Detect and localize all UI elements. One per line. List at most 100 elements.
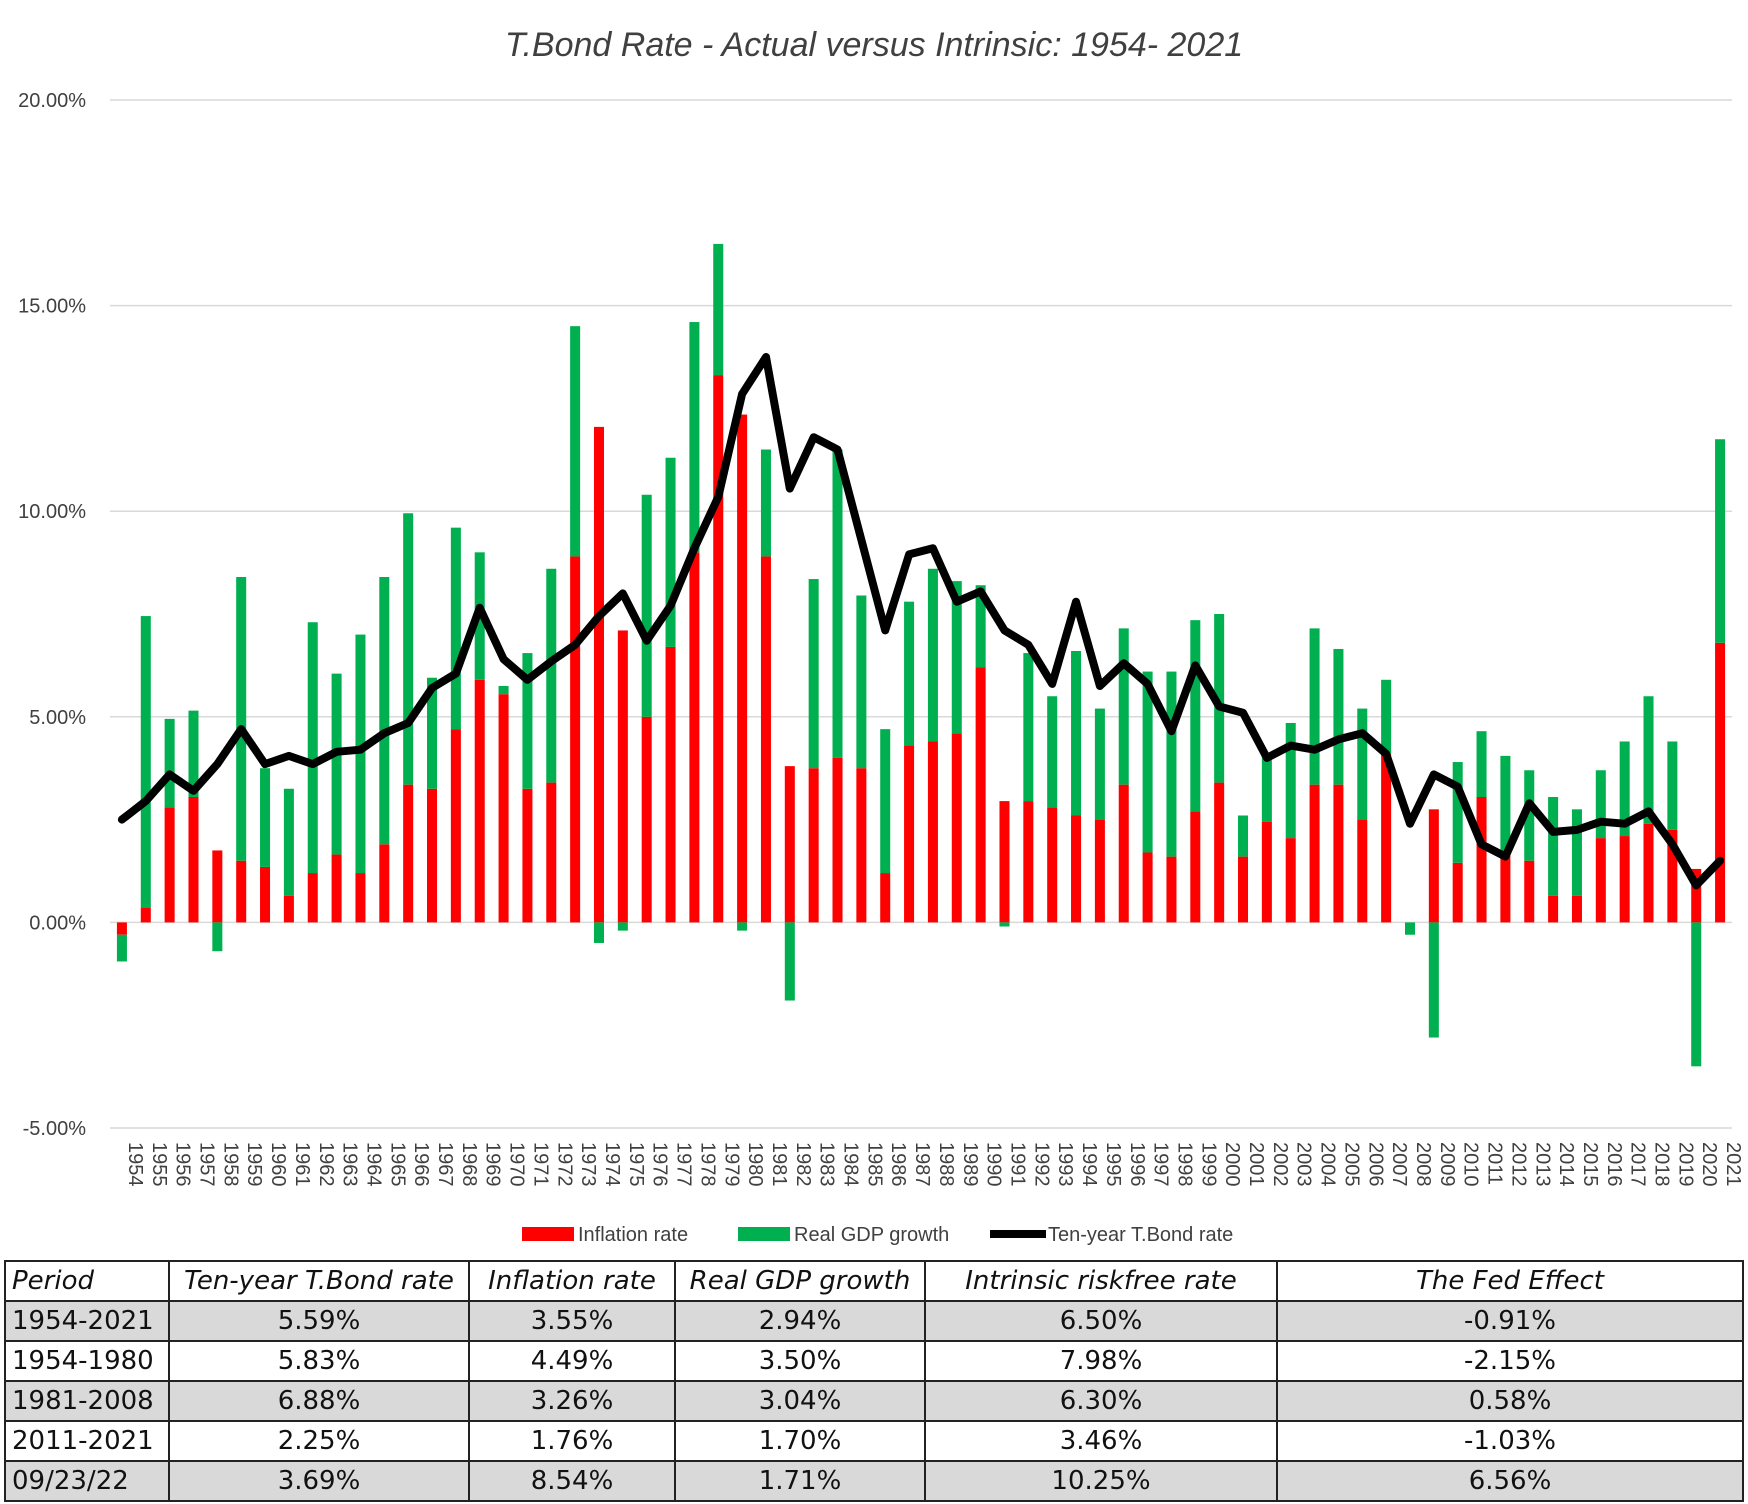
- bond-rate-point: [740, 392, 745, 397]
- bond-rate-point: [763, 355, 768, 359]
- inflation-bar: [1500, 852, 1511, 923]
- gdp-bar: [427, 677, 438, 789]
- gdp-bar: [760, 449, 771, 557]
- cell-period: 09/23/22: [4, 1460, 170, 1502]
- cell-fed-effect: -1.03%: [1276, 1420, 1744, 1462]
- x-tick-label: 1991: [1006, 1142, 1028, 1187]
- cell-inflation: 4.49%: [468, 1340, 676, 1382]
- x-tick-label: 1971: [529, 1142, 551, 1187]
- inflation-bar: [474, 679, 485, 923]
- bond-rate-point: [954, 599, 959, 604]
- inflation-bar: [283, 895, 294, 923]
- inflation-bar: [498, 694, 509, 923]
- inflation-bar: [1452, 862, 1463, 923]
- x-tick-label: 1954: [124, 1142, 146, 1187]
- y-tick-label: 20.00%: [18, 90, 86, 112]
- bond-rate-line: [117, 353, 1725, 890]
- cell-real-gdp: 3.04%: [674, 1380, 926, 1422]
- bond-rate-point: [167, 772, 172, 777]
- inflation-bar: [1476, 796, 1487, 923]
- cell-inflation: 3.26%: [468, 1380, 676, 1422]
- x-tick-label: 1990: [983, 1142, 1005, 1187]
- gdp-bar: [641, 494, 652, 717]
- bond-rate-point: [1574, 827, 1579, 832]
- header-fed-effect: The Fed Effect: [1276, 1260, 1744, 1302]
- x-tick-label: 1962: [315, 1142, 337, 1187]
- gdp-bar: [1428, 922, 1439, 1038]
- gdp-bar: [1142, 671, 1153, 853]
- bond-rate-point: [1312, 747, 1317, 752]
- gdp-bar: [116, 934, 127, 962]
- x-tick-label: 1982: [792, 1142, 814, 1187]
- inflation-bar: [188, 796, 199, 923]
- inflation-bar: [522, 788, 533, 923]
- gdp-bar: [880, 729, 891, 874]
- bond-rate-point: [1193, 663, 1198, 668]
- gdp-bar: [927, 568, 938, 742]
- gdp-bar: [951, 581, 962, 734]
- header-inflation: Inflation rate: [468, 1260, 676, 1302]
- x-axis-ticks: 1954 1955 1956 1957 1958 1959 1960 1961 1962 1963…: [124, 1142, 1744, 1187]
- gdp-bar: [1118, 628, 1129, 785]
- x-tick-label: 2009: [1436, 1142, 1458, 1187]
- inflation-bar: [212, 850, 223, 923]
- x-tick-label: 2008: [1412, 1142, 1434, 1187]
- cell-bond-rate: 3.69%: [168, 1460, 470, 1502]
- bond-rate-point: [1431, 772, 1436, 777]
- inflation-bar: [927, 741, 938, 923]
- header-intrinsic-rate: Intrinsic riskfree rate: [924, 1260, 1278, 1302]
- bond-rate-point: [1670, 842, 1675, 847]
- inflation-bar: [832, 757, 843, 923]
- bond-rate-point: [501, 657, 506, 662]
- inflation-bar: [1214, 782, 1225, 923]
- x-tick-label: 1957: [195, 1142, 217, 1187]
- y-tick-label: 10.00%: [18, 501, 86, 523]
- gdp-bar: [1476, 731, 1487, 797]
- table-row: 1954-1980 5.83% 4.49% 3.50% 7.98% -2.15%: [4, 1340, 1744, 1382]
- inflation-bar: [975, 667, 986, 923]
- gdp-bar: [665, 457, 676, 647]
- bond-rate-point: [716, 494, 721, 499]
- x-tick-label: 2014: [1555, 1142, 1577, 1187]
- inflation-bar: [1333, 784, 1344, 923]
- legend: Inflation rate Real GDP growth Ten-year T.…: [522, 1224, 1233, 1246]
- inflation-bar: [1428, 809, 1439, 923]
- bond-rate-point: [811, 435, 816, 440]
- bond-rate-point: [1026, 642, 1031, 647]
- x-tick-label: 1972: [553, 1142, 575, 1187]
- gdp-bar: [784, 922, 795, 1001]
- inflation-bar: [1571, 895, 1582, 923]
- x-tick-label: 2020: [1698, 1142, 1720, 1187]
- inflation-bar: [1715, 642, 1726, 923]
- gdp-bar: [904, 601, 915, 746]
- inflation-bar: [1619, 836, 1630, 923]
- x-tick-label: 1992: [1030, 1142, 1052, 1187]
- bond-rate-point: [596, 614, 601, 619]
- cell-period: 1981-2008: [4, 1380, 170, 1422]
- x-tick-label: 1975: [625, 1142, 647, 1187]
- legend-swatch: [738, 1227, 790, 1241]
- x-tick-label: 1970: [506, 1142, 528, 1187]
- x-tick-label: 1985: [863, 1142, 885, 1187]
- bars: [116, 243, 1726, 1067]
- x-tick-label: 2021: [1722, 1142, 1744, 1187]
- bond-rate-point: [1169, 729, 1174, 734]
- inflation-bar: [999, 801, 1010, 923]
- cell-intrinsic-rate: 6.50%: [924, 1300, 1278, 1342]
- x-tick-label: 2000: [1221, 1142, 1243, 1187]
- legend-label: Real GDP growth: [794, 1224, 949, 1246]
- bond-rate-point: [1145, 681, 1150, 686]
- cell-fed-effect: 6.56%: [1276, 1460, 1744, 1502]
- bond-rate-point: [1097, 683, 1102, 688]
- bond-rate-point: [1264, 755, 1269, 760]
- gdp-bar: [236, 576, 247, 861]
- chart: T.Bond Rate - Actual versus Intrinsic: 1…: [18, 26, 1744, 1246]
- x-tick-label: 1961: [291, 1142, 313, 1187]
- gdp-bar: [1381, 679, 1392, 754]
- bond-rate-point: [573, 642, 578, 647]
- inflation-bar: [1118, 784, 1129, 923]
- bond-rate-point: [1694, 883, 1699, 888]
- bond-rate-point: [215, 762, 220, 767]
- x-tick-label: 1966: [410, 1142, 432, 1187]
- gdp-bar: [403, 513, 414, 785]
